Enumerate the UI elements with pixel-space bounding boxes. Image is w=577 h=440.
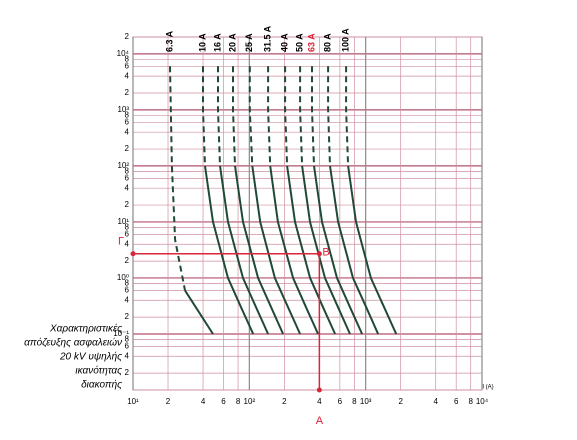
fuse-curve-dashed — [217, 66, 221, 166]
y-tick-label: 4 — [125, 183, 130, 192]
y-tick-label: 6 — [125, 229, 130, 238]
fuse-curve — [204, 165, 255, 335]
series-label: 40 A — [279, 33, 289, 52]
y-tick-label: 2 — [125, 144, 130, 153]
fuse-curve — [286, 165, 337, 335]
x-tick-label: 4 — [433, 397, 438, 406]
fuse-curve — [329, 165, 380, 335]
y-tick-label: 6 — [125, 285, 130, 294]
series-label: 63 A — [306, 33, 316, 52]
x-point-label: A — [316, 415, 324, 427]
y-tick-label: 4 — [125, 239, 130, 248]
y-tick-label: 8 — [125, 166, 130, 175]
y-tick-label: 10² — [117, 161, 129, 170]
x-tick-label: 2 — [166, 397, 171, 406]
y-tick-label: 4 — [125, 351, 130, 360]
y-tick-label: 10⁻¹ — [113, 329, 129, 338]
x-tick-label: 8 — [468, 397, 473, 406]
x-tick-label: 8 — [352, 397, 357, 406]
x-tick-label: 6 — [221, 397, 226, 406]
caption-line: ικανότητας — [75, 365, 122, 377]
x-tick-label: 8 — [236, 397, 241, 406]
operating-point — [316, 251, 322, 257]
series-label: 80 A — [322, 33, 332, 52]
fuse-curve-dashed — [299, 66, 304, 166]
y-tick-label: 4 — [125, 71, 130, 80]
series-label: 25 A — [244, 33, 254, 52]
x-tick-label: 6 — [338, 397, 343, 406]
series-label: 50 A — [294, 33, 304, 52]
y-tick-label: 2 — [125, 200, 130, 209]
caption-line: 20 kV υψηλής — [59, 351, 122, 363]
fuse-curve — [269, 165, 320, 335]
fuse-curve — [251, 165, 302, 335]
fuse-curve-dashed — [327, 66, 331, 166]
x-axis-label: I (A) — [482, 385, 493, 391]
y-tick-label: 2 — [125, 32, 130, 41]
x-tick-label: 6 — [454, 397, 459, 406]
y-tick-label: 8 — [125, 335, 130, 344]
plot-area — [132, 36, 483, 391]
y-tick-label: 6 — [125, 61, 130, 70]
y-tick-label: 6 — [125, 342, 130, 351]
y-tick-label: 2 — [125, 368, 130, 377]
fuse-curve — [301, 165, 351, 335]
y-tick-label: 8 — [125, 54, 130, 63]
axis-dot — [130, 251, 136, 257]
fuse-curve — [347, 165, 398, 335]
fuse-curve-dashed — [267, 66, 272, 166]
x-tick-label: 4 — [317, 397, 322, 406]
fuse-curve-dashed — [345, 66, 350, 166]
point-label: B — [322, 247, 329, 259]
fuse-curve — [234, 165, 285, 335]
caption-line: διακοπής — [81, 379, 122, 391]
x-tick-label: 2 — [398, 397, 403, 406]
y-tick-label: 10¹ — [117, 217, 129, 226]
y-tick-label: 6 — [125, 117, 130, 126]
series-label: 20 A — [227, 33, 237, 52]
y-tick-label: 10⁰ — [117, 273, 129, 282]
y-tick-label: 2 — [125, 256, 130, 265]
fuse-curve-dashed — [248, 66, 254, 166]
y-tick-label: 8 — [125, 222, 130, 231]
y-tick-label: 8 — [125, 278, 130, 287]
y-tick-label: 10⁴ — [117, 49, 130, 58]
y-tick-label: 8 — [125, 110, 130, 119]
y-tick-label: 6 — [125, 173, 130, 182]
y-tick-label: 2 — [125, 312, 130, 321]
x-tick-label: 2 — [282, 397, 287, 406]
y-tick-label: 10³ — [117, 105, 129, 114]
x-tick-label: 10³ — [360, 397, 372, 406]
x-tick-label: 4 — [201, 397, 206, 406]
y-tick-label: 4 — [125, 295, 130, 304]
y-tick-label: 4 — [125, 127, 130, 136]
x-tick-label: 10⁴ — [476, 397, 489, 406]
y-tick-label: 2 — [125, 88, 130, 97]
series-label: 31.5 A — [262, 25, 272, 52]
x-tick-label: 10¹ — [127, 397, 139, 406]
axis-dot — [316, 387, 322, 393]
x-tick-label: 10² — [244, 397, 256, 406]
caption-line: απόζευξης ασφαλειών — [24, 337, 122, 349]
series-label: 16 A — [212, 33, 222, 52]
fuse-curve — [219, 165, 270, 335]
fuse-curve-dashed — [311, 66, 315, 166]
fuse-curve-dashed — [202, 66, 206, 166]
fuse-curve — [184, 289, 214, 335]
fuse-curve — [313, 165, 364, 335]
fuse-curve-dashed — [284, 66, 289, 166]
y-point-label: Γ — [118, 236, 124, 248]
series-label: 6.3 A — [164, 30, 174, 52]
caption-line: Χαρακτηριστικές — [49, 323, 122, 335]
series-label: 100 A — [340, 28, 350, 52]
fuse-curve-dashed — [232, 66, 236, 166]
series-label: 10 A — [197, 33, 207, 52]
